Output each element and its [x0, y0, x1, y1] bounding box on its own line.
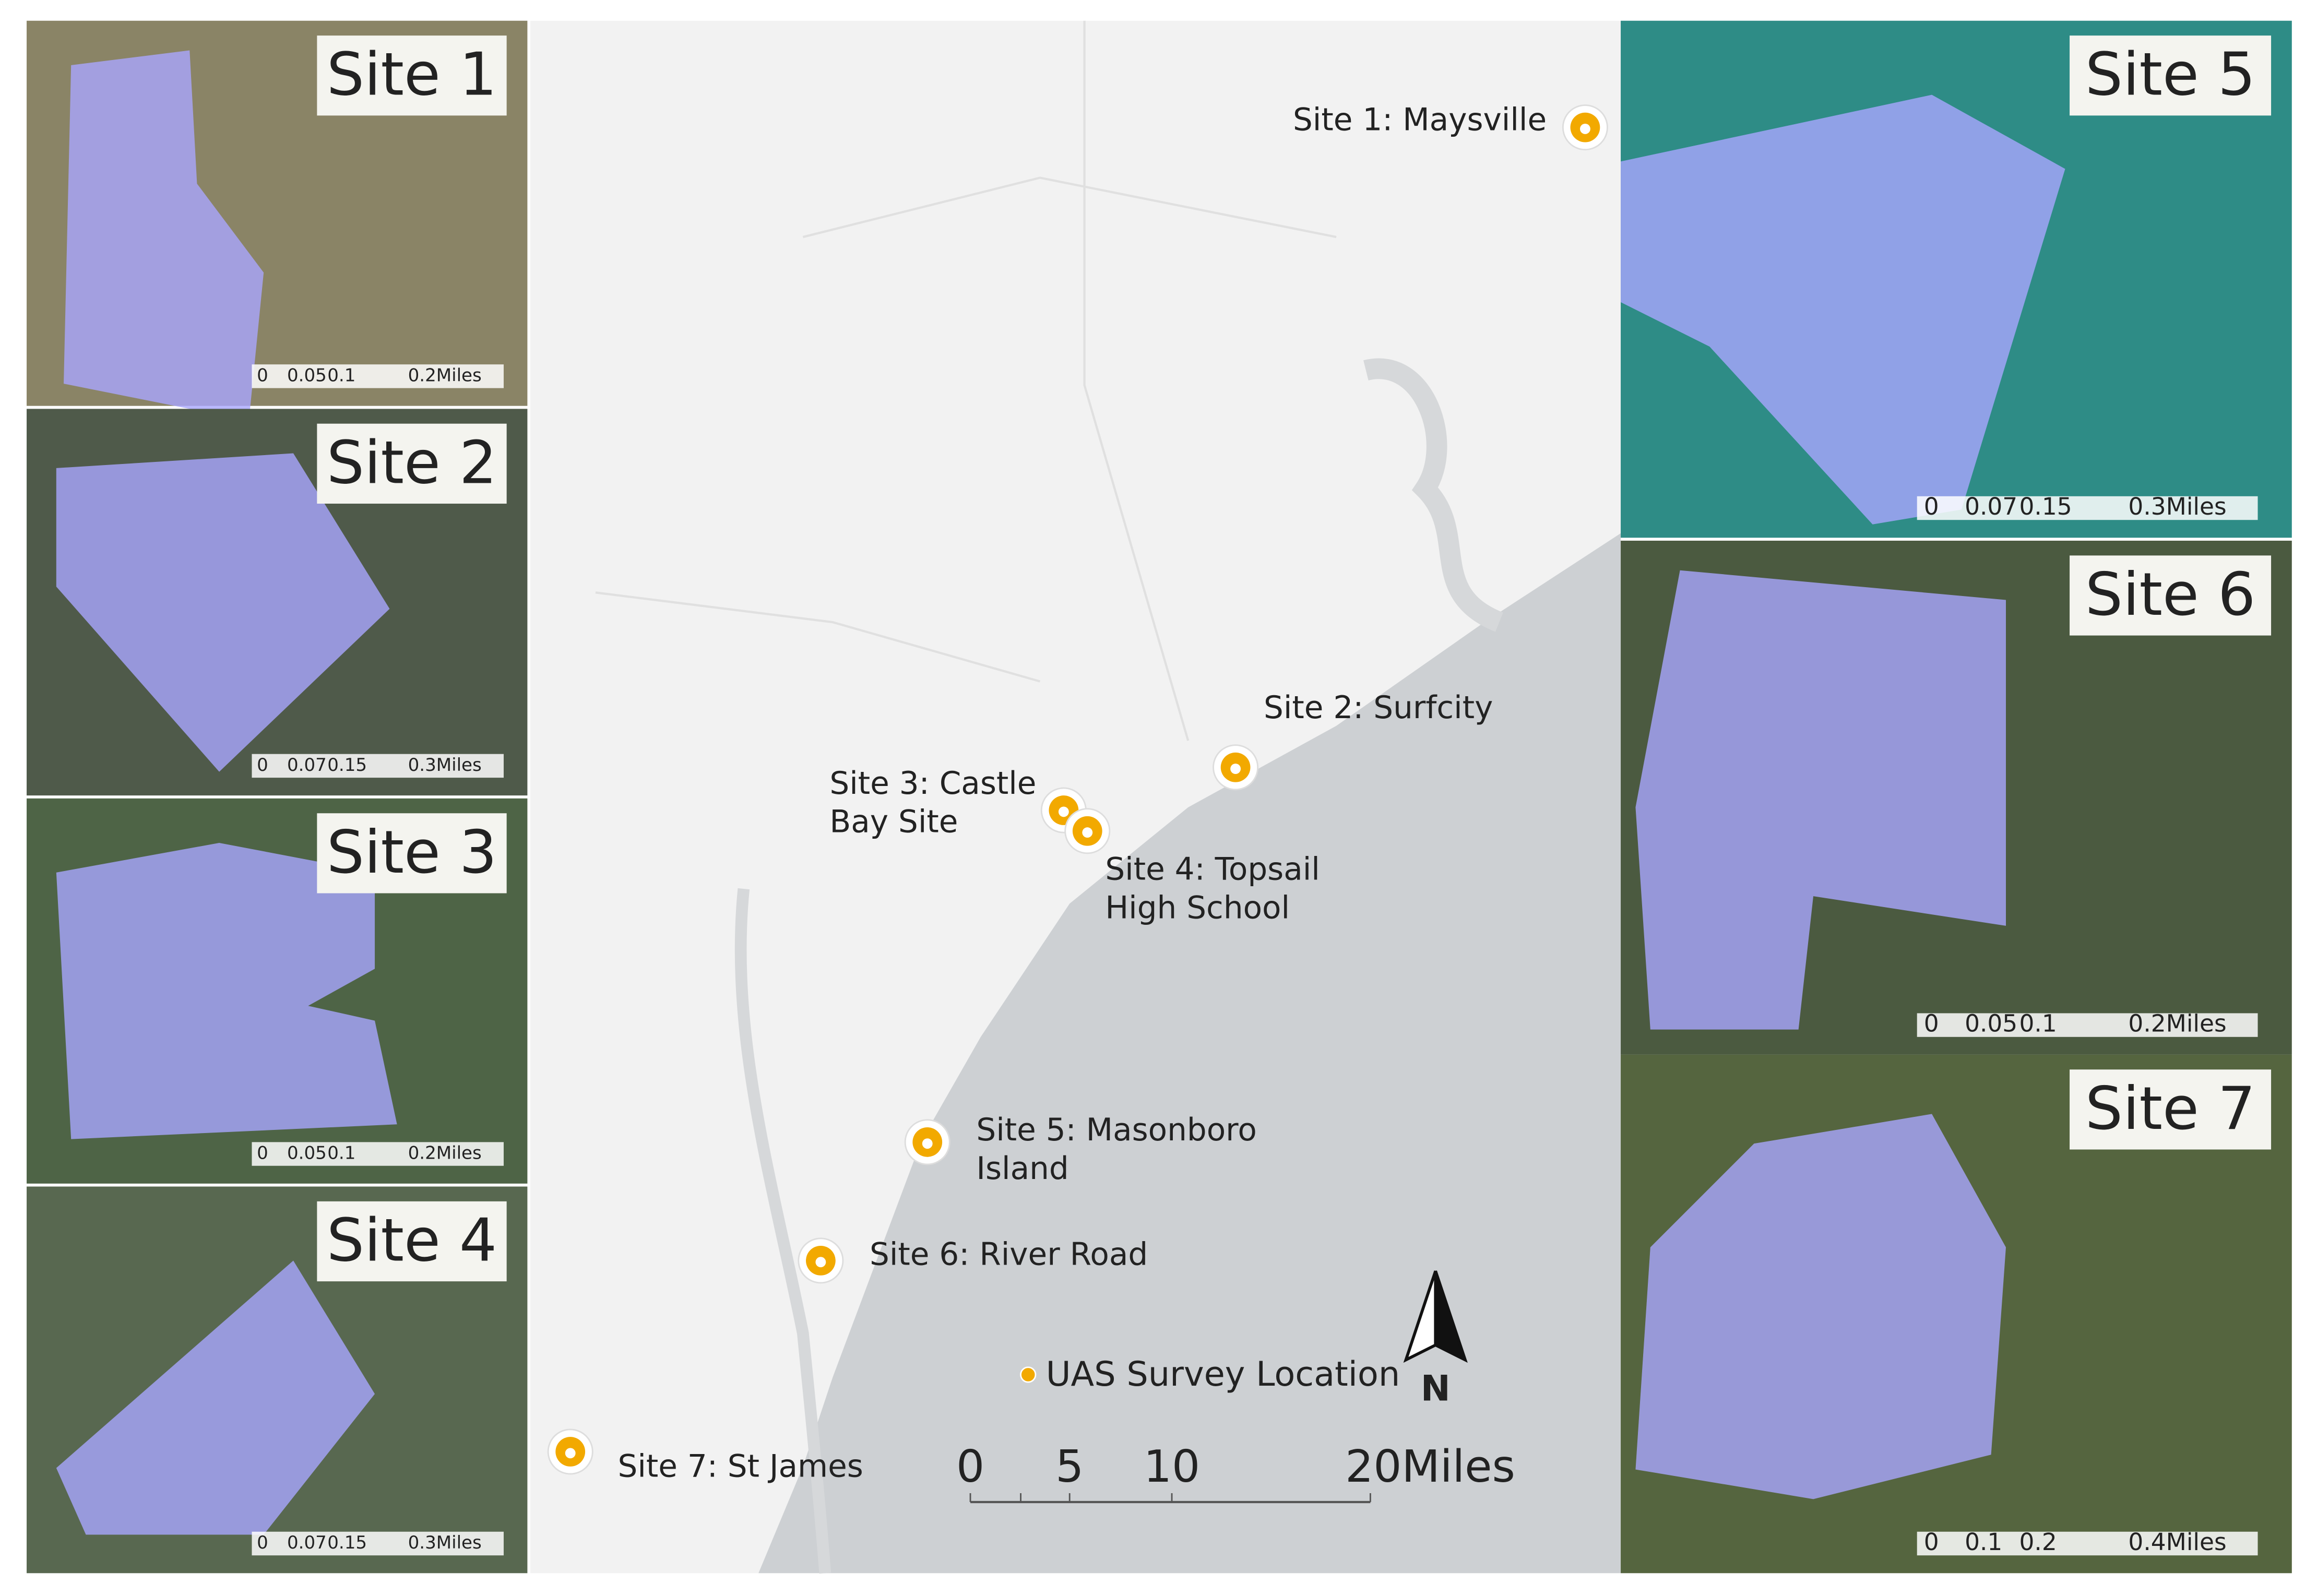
scale-label: 0.05	[287, 1143, 327, 1164]
river	[734, 888, 831, 1574]
scale-label: 0.1	[327, 365, 355, 386]
map-scale-label: 5	[1055, 1441, 1084, 1493]
inset-label: Site 2	[327, 428, 497, 497]
roads	[595, 20, 1337, 741]
scale-label: 0	[257, 1532, 268, 1553]
scale-label: 0.2Miles	[408, 1143, 482, 1164]
survey-marker-lens	[815, 1257, 826, 1268]
survey-marker-lens	[1230, 764, 1241, 775]
scale-label: 0.4Miles	[2128, 1528, 2226, 1556]
scale-label: 0.07	[1965, 493, 2017, 520]
survey-area	[1635, 1114, 2006, 1499]
scale-box	[1917, 1013, 2258, 1037]
scale-label: 0.15	[327, 1532, 367, 1553]
scale-label: 0.07	[287, 755, 327, 776]
inset-label-box	[317, 35, 507, 116]
inset-label-box	[317, 423, 507, 504]
scale-label: 0.15	[327, 755, 367, 776]
survey-area	[1635, 570, 2006, 1030]
site-label: Site 3: Castle	[829, 766, 1036, 802]
scale-label: 0.1	[327, 1143, 355, 1164]
legend-label: UAS Survey Location	[1046, 1354, 1400, 1394]
site-label: Site 1: Maysville	[1293, 102, 1547, 138]
sound	[1363, 358, 1504, 632]
site-label: Site 6: River Road	[870, 1236, 1148, 1272]
survey-area	[64, 50, 264, 421]
scale-label: 0.2Miles	[408, 365, 482, 386]
survey-area	[1621, 94, 2065, 525]
ocean	[758, 533, 1621, 1574]
scale-label: 0.05	[1965, 1010, 2017, 1038]
inset-label: Site 6	[2085, 560, 2255, 629]
site-label: Site 7: St James	[618, 1448, 863, 1484]
scale-label: 0.07	[287, 1532, 327, 1553]
scale-label: 0	[257, 1143, 268, 1164]
map-scale-label: 0	[956, 1441, 984, 1493]
survey-marker-lens	[565, 1448, 576, 1459]
map-scale-label: 20Miles	[1345, 1441, 1515, 1493]
north-label: N	[1421, 1368, 1451, 1410]
scale-label: 0.3Miles	[408, 1532, 482, 1553]
scale-label: 0.2	[2019, 1528, 2057, 1556]
site-label: Bay Site	[829, 804, 958, 840]
survey-marker-lens	[1579, 123, 1590, 134]
scale-label: 0	[1924, 1528, 1939, 1556]
scale-box	[252, 364, 504, 388]
inset-label-box	[317, 1201, 507, 1282]
scale-label: 0.3Miles	[408, 755, 482, 776]
site-label: Island	[976, 1151, 1068, 1187]
inset-label: Site 3	[327, 818, 497, 887]
inset-label: Site 7	[2085, 1074, 2255, 1143]
scale-box	[252, 1142, 504, 1166]
map-scale-label: 10	[1144, 1441, 1200, 1493]
scale-box	[1917, 1531, 2258, 1556]
site-label: Site 4: Topsail	[1105, 852, 1320, 888]
scale-box	[252, 754, 504, 778]
scale-label: 0.3Miles	[2128, 493, 2226, 520]
scale-label: 0	[257, 365, 268, 386]
survey-marker-lens	[1058, 806, 1069, 817]
scale-label: 0.1	[2019, 1010, 2057, 1038]
site-label: Site 5: Masonboro	[976, 1112, 1256, 1148]
scale-label: 0	[257, 755, 268, 776]
site-label: High School	[1105, 890, 1290, 926]
survey-marker-lens	[922, 1138, 933, 1149]
inset-label: Site 5	[2085, 40, 2255, 109]
north-arrow-dark	[1434, 1270, 1468, 1363]
legend-icon	[1020, 1366, 1037, 1383]
inset-label: Site 1	[327, 40, 497, 109]
site-label: Site 2: Surfcity	[1264, 690, 1493, 726]
scale-label: 0.05	[287, 365, 327, 386]
scale-box	[1917, 496, 2258, 520]
inset-label-box	[317, 813, 507, 894]
scale-label: 0.1	[1965, 1528, 2002, 1556]
scale-label: 0	[1924, 493, 1939, 520]
scale-label: 0.2Miles	[2128, 1010, 2226, 1038]
scale-label: 0.15	[2019, 493, 2072, 520]
inset-label-box	[2070, 35, 2272, 116]
inset-label-box	[2070, 555, 2272, 636]
inset-label: Site 4	[327, 1206, 497, 1275]
scale-label: 0	[1924, 1010, 1939, 1038]
survey-area	[56, 453, 390, 772]
inset-label-box	[2070, 1069, 2272, 1150]
scale-box	[252, 1531, 504, 1556]
survey-marker-lens	[1082, 827, 1093, 838]
survey-area	[56, 842, 397, 1139]
survey-area	[56, 1260, 375, 1535]
